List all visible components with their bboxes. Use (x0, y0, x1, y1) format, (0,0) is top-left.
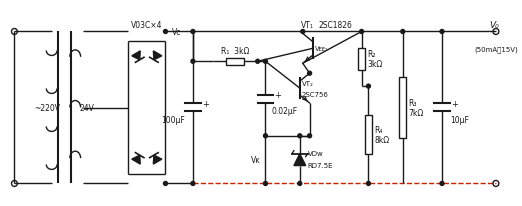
Circle shape (264, 60, 267, 64)
Circle shape (301, 30, 305, 34)
Text: 100μF: 100μF (161, 116, 185, 125)
Circle shape (366, 181, 371, 186)
Text: R₁  3kΩ: R₁ 3kΩ (221, 47, 250, 56)
Circle shape (191, 60, 195, 64)
Circle shape (307, 72, 312, 76)
Bar (226, 59, 244, 66)
Polygon shape (153, 155, 162, 164)
Text: +: + (274, 91, 281, 99)
Circle shape (264, 134, 267, 138)
Text: Vᴋ: Vᴋ (251, 155, 260, 164)
Text: VT₂: VT₂ (302, 81, 314, 87)
Text: 0.02μF: 0.02μF (271, 107, 298, 116)
Circle shape (191, 30, 195, 34)
Circle shape (298, 134, 302, 138)
Circle shape (401, 30, 405, 34)
Circle shape (307, 134, 312, 138)
Circle shape (264, 181, 267, 186)
Text: 10μF: 10μF (450, 116, 469, 125)
Bar (358, 49, 365, 70)
Text: 2SC756: 2SC756 (302, 92, 329, 98)
Circle shape (163, 181, 168, 186)
Text: V₀: V₀ (489, 21, 499, 30)
Text: (50mA／15V): (50mA／15V) (474, 46, 518, 53)
Circle shape (440, 30, 444, 34)
Circle shape (256, 60, 259, 64)
Polygon shape (153, 52, 162, 61)
Bar (365, 116, 372, 154)
Polygon shape (132, 155, 140, 164)
Text: ~220V: ~220V (34, 104, 60, 113)
Text: Vᴇᴇ₁: Vᴇᴇ₁ (315, 46, 328, 52)
Circle shape (360, 30, 363, 34)
Text: 24V: 24V (79, 104, 94, 113)
Text: Vᴄ: Vᴄ (172, 28, 181, 37)
Text: R₄
8kΩ: R₄ 8kΩ (374, 125, 389, 145)
Text: +: + (451, 99, 458, 109)
Text: VDᴡ: VDᴡ (307, 150, 324, 156)
Circle shape (191, 181, 195, 186)
Text: R₂
3kΩ: R₂ 3kΩ (367, 50, 383, 69)
Bar (399, 78, 406, 138)
Text: 2SC1826: 2SC1826 (318, 21, 352, 30)
Polygon shape (294, 154, 306, 166)
Text: RD7.5E: RD7.5E (307, 162, 333, 168)
Circle shape (163, 30, 168, 34)
Circle shape (366, 85, 371, 89)
Circle shape (440, 181, 444, 186)
Text: VT₁: VT₁ (301, 21, 314, 30)
Circle shape (298, 181, 302, 186)
Text: R₃
7kΩ: R₃ 7kΩ (409, 98, 424, 118)
Polygon shape (132, 52, 140, 61)
Text: +: + (201, 99, 209, 109)
Text: V03C×4: V03C×4 (131, 21, 162, 30)
